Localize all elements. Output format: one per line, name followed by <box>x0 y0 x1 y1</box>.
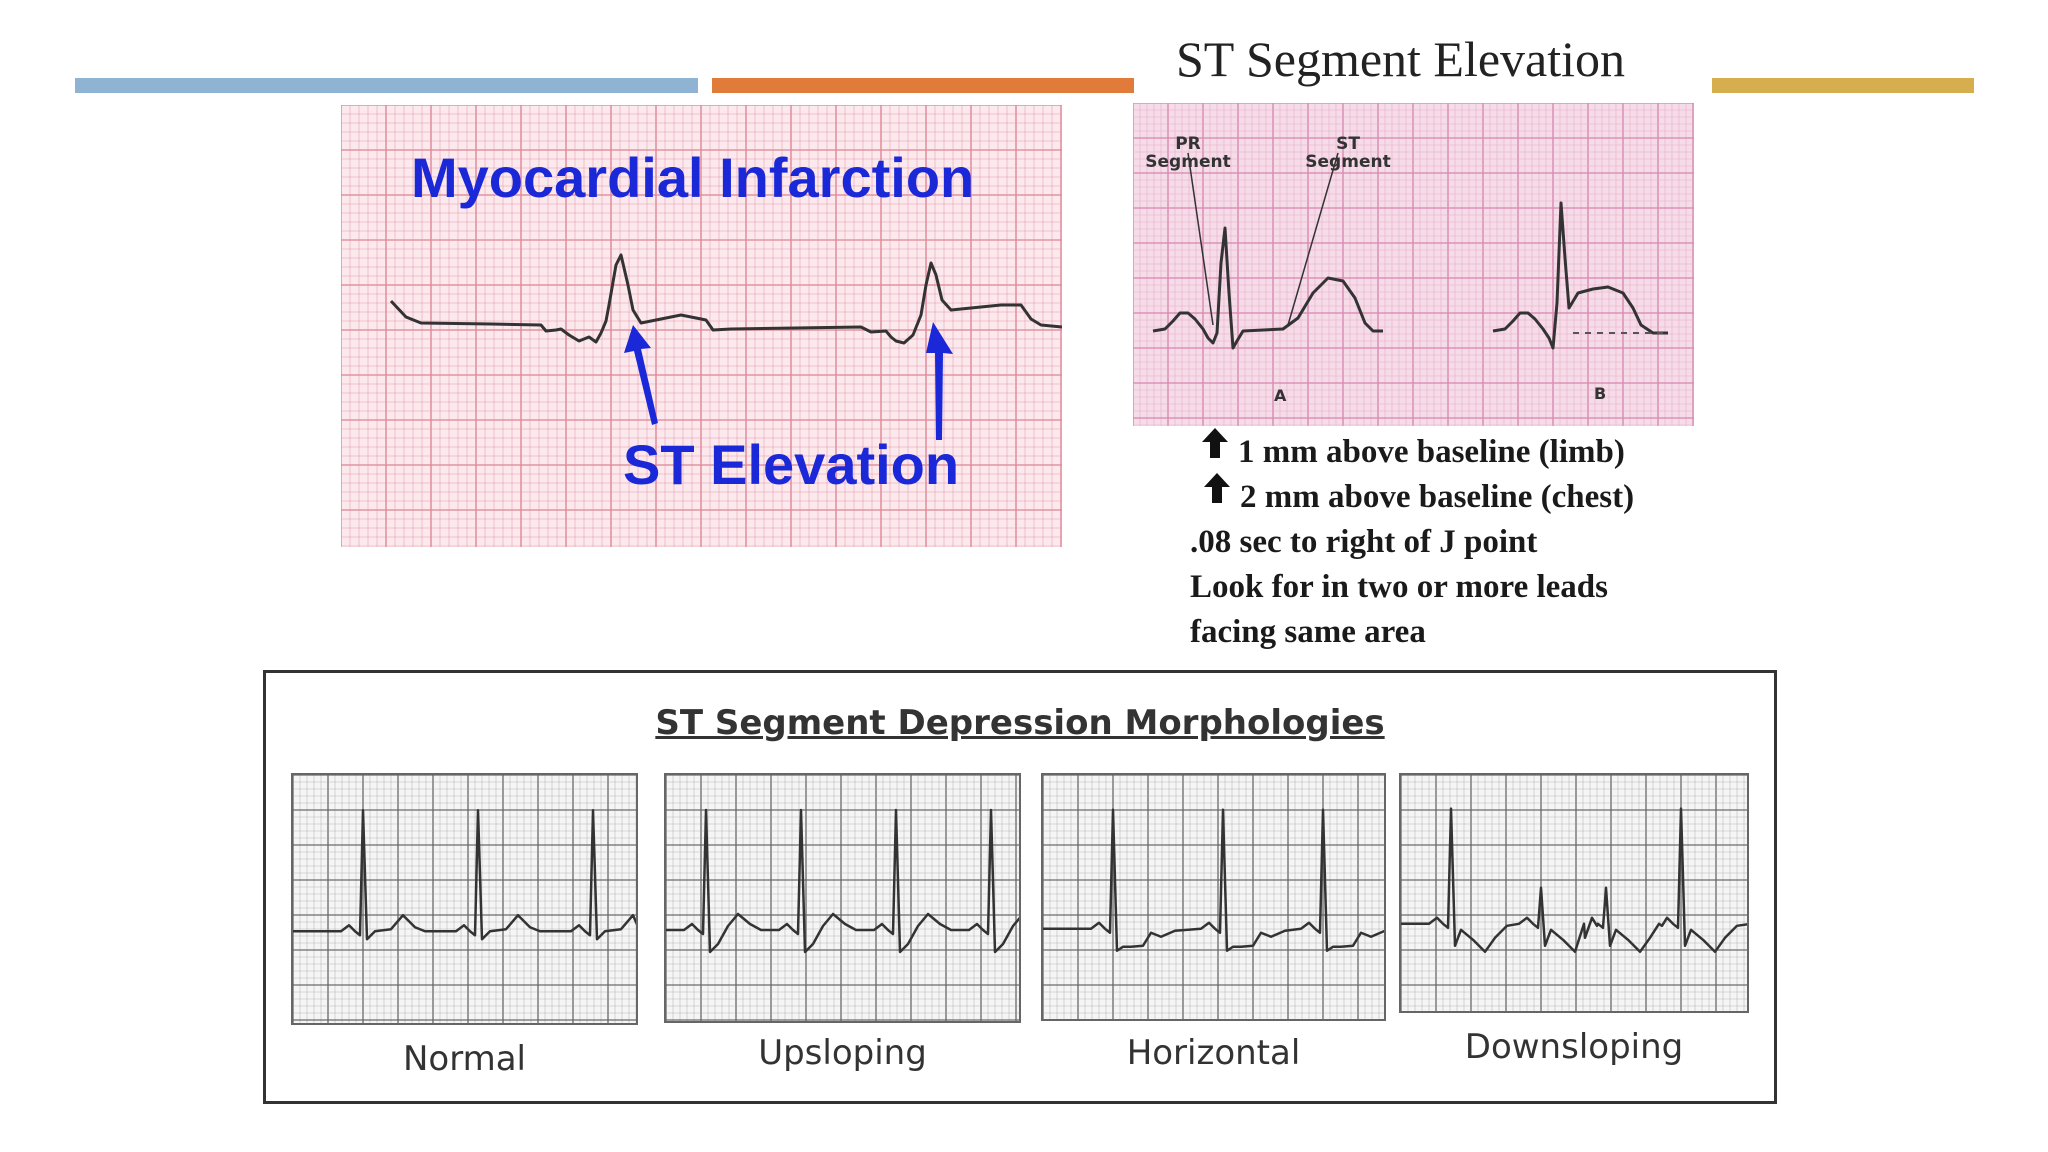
lead-b-trace <box>1492 201 1668 350</box>
downsloping-ecg-strip <box>1401 775 1747 1011</box>
strip-downsloping <box>1399 773 1749 1013</box>
strip-label-downsloping: Downsloping <box>1464 1027 1684 1067</box>
criteria-text: 1 mm above baseline (limb) <box>1238 434 1625 470</box>
downsloping-trace <box>1401 807 1747 954</box>
horizontal-trace <box>1043 808 1384 953</box>
criteria-text: 2 mm above baseline (chest) <box>1240 479 1635 515</box>
normal-trace <box>293 809 636 941</box>
elevation-criteria-list: 1 mm above baseline (limb) 2 mm above ba… <box>1190 428 1635 655</box>
strip-label-horizontal: Horizontal <box>1126 1033 1301 1073</box>
st-arrow-2 <box>926 322 953 440</box>
strip-label-upsloping: Upsloping <box>758 1033 927 1073</box>
up-arrow-icon <box>1204 473 1230 503</box>
st-elevation-label: ST Elevation <box>623 433 960 496</box>
depression-title: ST Segment Depression Morphologies <box>655 703 1385 743</box>
st-segment-label: ST Segment <box>1305 134 1391 172</box>
lead-a-trace <box>1152 226 1383 350</box>
criteria-item: facing same area <box>1190 614 1426 650</box>
st-depression-panel: ST Segment Depression Morphologies Norma… <box>263 670 1777 1104</box>
mi-ecg-panel: Myocardial Infarction ST Elevation <box>341 105 1062 547</box>
criteria-item: 1 mm above baseline (limb) <box>1190 428 1634 475</box>
normal-ecg-strip <box>293 775 636 1023</box>
horizontal-ecg-strip <box>1043 775 1384 1019</box>
mi-ecg-figure <box>341 105 1062 547</box>
header-bar-gold <box>1712 78 1974 93</box>
pr-segment-label: PR Segment <box>1145 134 1231 172</box>
mi-ecg-trace <box>389 253 1062 345</box>
pr-pointer <box>1187 152 1214 326</box>
criteria-item: 2 mm above baseline (chest) <box>1190 473 1635 520</box>
ste-diagram-panel: PR Segment ST Segment A B <box>1133 103 1694 426</box>
st-pointer <box>1287 152 1339 326</box>
mi-title: Myocardial Infarction <box>411 146 975 209</box>
upsloping-ecg-strip <box>666 775 1019 1021</box>
header-bar-orange <box>712 78 1134 93</box>
strip-upsloping <box>664 773 1021 1023</box>
ste-diagram <box>1133 103 1694 426</box>
criteria-item: Look for in two or more leads <box>1190 569 1608 605</box>
up-arrow-icon <box>1202 428 1228 458</box>
ste-title: ST Segment Elevation <box>1176 31 1626 87</box>
header-bar-blue <box>75 78 698 93</box>
strip-horizontal <box>1041 773 1386 1021</box>
criteria-item: .08 sec to right of J point <box>1190 524 1538 560</box>
lead-b-label: B <box>1594 384 1607 403</box>
lead-a-label: A <box>1274 386 1287 405</box>
st-arrow-1 <box>624 325 658 425</box>
strip-label-normal: Normal <box>402 1039 527 1079</box>
upsloping-trace <box>666 808 1019 954</box>
strip-normal <box>291 773 638 1025</box>
